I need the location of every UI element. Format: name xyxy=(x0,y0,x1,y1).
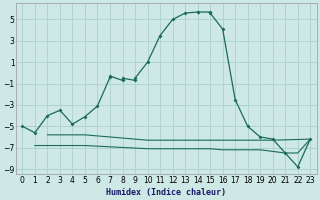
X-axis label: Humidex (Indice chaleur): Humidex (Indice chaleur) xyxy=(106,188,226,197)
